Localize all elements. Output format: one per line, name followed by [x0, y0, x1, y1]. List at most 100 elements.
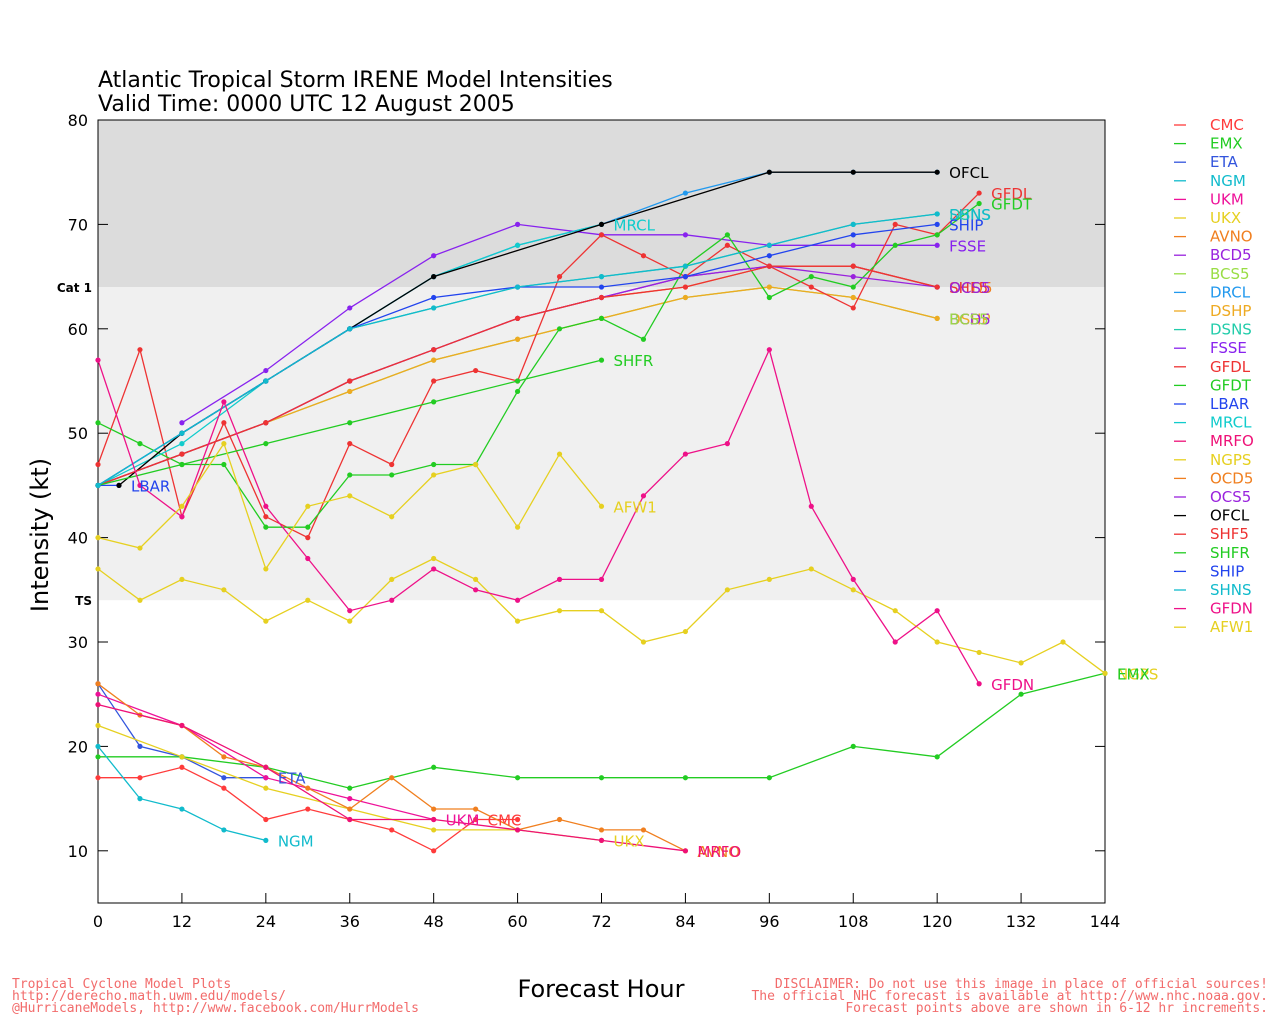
- data-point: [179, 503, 185, 509]
- data-point: [95, 420, 101, 426]
- data-point: [431, 347, 437, 353]
- series-line: [97, 683, 686, 852]
- data-point: [473, 367, 479, 374]
- data-point: [556, 274, 563, 280]
- y-tick-label: 20: [68, 737, 88, 756]
- data-point: [95, 482, 101, 488]
- data-point: [682, 775, 689, 781]
- series-lines: [95, 169, 1108, 854]
- data-point: [766, 242, 772, 248]
- data-point: [431, 378, 437, 384]
- data-point: [95, 743, 101, 750]
- data-point: [808, 566, 814, 572]
- data-point: [347, 816, 353, 823]
- data-point: [137, 743, 143, 750]
- data-point: [347, 326, 353, 332]
- data-point: [640, 639, 647, 645]
- legend-entry: SHF5: [1210, 525, 1249, 543]
- legend-entry: SHFR: [1210, 544, 1250, 562]
- legend-entry: GFDN: [1210, 600, 1253, 618]
- data-point: [850, 743, 856, 750]
- series-end-label: SHFR: [614, 352, 654, 370]
- data-point: [850, 305, 856, 311]
- series-end-label: ETA: [278, 770, 306, 788]
- data-point: [95, 357, 101, 363]
- legend-entry: UKM: [1210, 190, 1244, 208]
- data-point: [95, 566, 101, 572]
- data-point: [179, 514, 185, 520]
- data-point: [724, 242, 730, 248]
- data-point: [682, 628, 689, 635]
- data-point: [514, 597, 521, 603]
- x-tick-label: 120: [922, 912, 953, 931]
- disclaimer-line: Forecast points above are shown in 6-12 …: [845, 1001, 1268, 1016]
- footer-left-line: Tropical Cyclone Model Plots: [12, 977, 231, 992]
- x-tick-label: 12: [172, 912, 192, 931]
- y-tick-label: 80: [68, 111, 88, 130]
- data-point: [137, 796, 143, 802]
- series-end-label: SHF5: [949, 279, 988, 297]
- data-point: [514, 284, 521, 290]
- data-point: [598, 274, 605, 280]
- data-point: [640, 253, 647, 259]
- data-point: [137, 482, 143, 488]
- x-tick-label: 48: [423, 912, 443, 931]
- legend-entry: MRCL: [1210, 414, 1252, 432]
- legend-entry: MRFO: [1210, 432, 1254, 450]
- data-point: [179, 461, 185, 468]
- data-point: [347, 378, 353, 384]
- data-point: [473, 816, 479, 823]
- data-point: [431, 399, 437, 405]
- data-point: [514, 827, 521, 833]
- data-point: [682, 263, 689, 269]
- data-point: [347, 441, 353, 447]
- data-point: [766, 284, 772, 290]
- data-point: [263, 503, 269, 509]
- legend-entry: SHIP: [1210, 562, 1244, 580]
- data-point: [179, 806, 185, 812]
- data-point: [221, 754, 227, 760]
- data-point: [850, 274, 856, 280]
- data-point: [556, 326, 563, 332]
- series-ngps: [95, 555, 1108, 676]
- x-tick-label: 96: [759, 912, 779, 931]
- data-point: [514, 618, 521, 624]
- data-point: [179, 754, 185, 760]
- data-point: [431, 472, 437, 478]
- data-point: [598, 608, 605, 614]
- data-point: [347, 796, 353, 802]
- legend-entry: BCD5: [1210, 246, 1252, 264]
- y-tick-label: 50: [68, 424, 88, 443]
- data-point: [850, 587, 856, 593]
- data-point: [263, 618, 269, 624]
- footer-right: DISCLAIMER: Do not use this image in pla…: [751, 977, 1268, 1016]
- data-point: [682, 190, 689, 196]
- chart-subtitle: Valid Time: 0000 UTC 12 August 2005: [98, 92, 515, 117]
- data-point: [179, 430, 185, 436]
- data-point: [263, 566, 269, 572]
- series-end-label: CMC: [488, 811, 522, 829]
- legend-entry: NGM: [1210, 172, 1246, 190]
- data-point: [766, 347, 772, 353]
- series-end-label: UKX: [614, 832, 645, 850]
- data-point: [976, 190, 982, 196]
- x-tick-label: 72: [591, 912, 611, 931]
- data-point: [431, 294, 437, 301]
- series-end-label: AVNO: [697, 843, 740, 861]
- legend-entry: GFDT: [1210, 376, 1252, 394]
- data-point: [598, 827, 605, 833]
- data-point: [640, 336, 647, 342]
- data-point: [389, 472, 395, 478]
- y-tick-label: 40: [68, 529, 88, 548]
- data-point: [850, 263, 856, 269]
- data-point: [263, 816, 269, 823]
- data-point: [682, 284, 689, 290]
- data-point: [95, 754, 101, 760]
- data-point: [95, 702, 101, 708]
- legend-entry: GFDL: [1210, 358, 1251, 376]
- intensity-band: [98, 120, 1105, 288]
- data-point: [389, 597, 395, 603]
- data-point: [221, 399, 227, 405]
- legend-entry: SHNS: [1210, 581, 1252, 599]
